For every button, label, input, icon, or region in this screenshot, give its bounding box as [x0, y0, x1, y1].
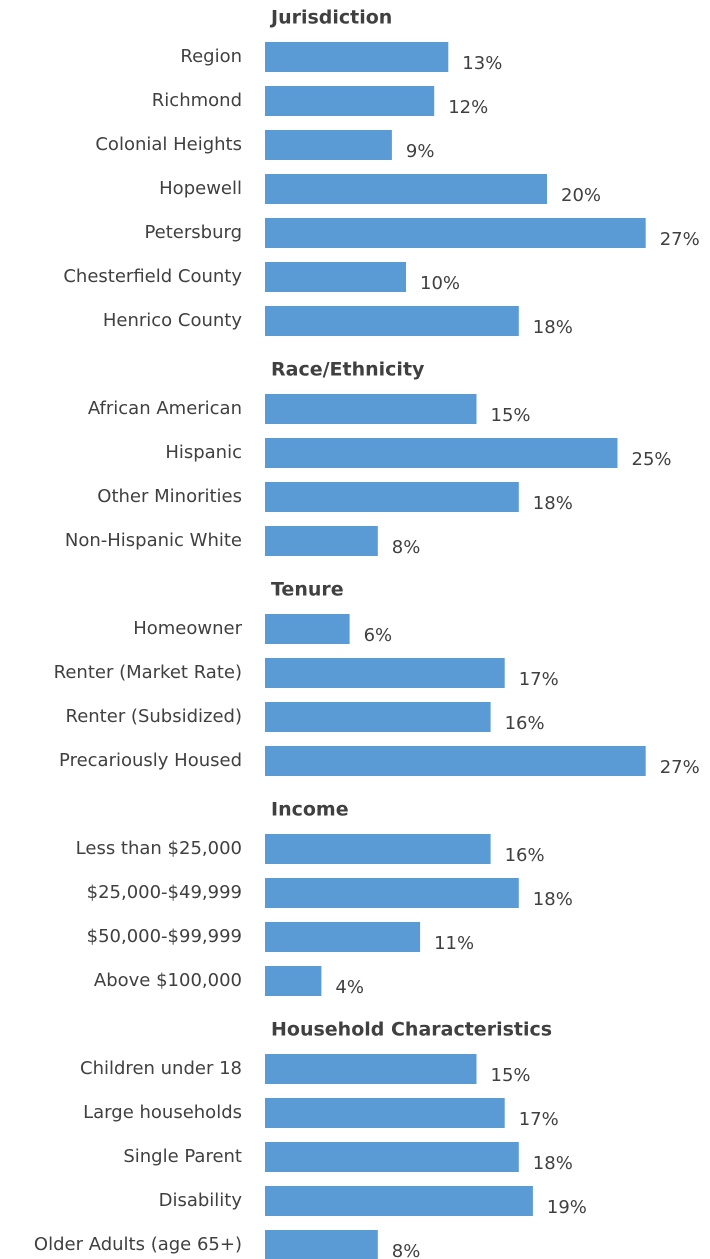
bar [265, 1054, 477, 1084]
category-label: Homeowner [133, 618, 242, 639]
category-label: Chesterfield County [63, 266, 242, 287]
bar [265, 746, 646, 776]
category-label: Above $100,000 [94, 970, 242, 991]
group-title: Tenure [271, 579, 344, 601]
value-label: 25% [632, 449, 672, 470]
category-label: Petersburg [144, 222, 242, 243]
category-label: Children under 18 [80, 1058, 242, 1079]
bar [265, 438, 618, 468]
bar [265, 702, 491, 732]
bar [265, 966, 322, 996]
category-label: Hispanic [165, 442, 242, 463]
bar [265, 482, 519, 512]
category-label: Henrico County [103, 310, 243, 331]
category-label: Colonial Heights [95, 134, 242, 155]
category-label: Disability [159, 1190, 243, 1211]
value-label: 13% [462, 53, 502, 74]
bar [265, 174, 547, 204]
bar [265, 394, 477, 424]
bar [265, 130, 392, 160]
bar [265, 86, 435, 116]
value-label: 6% [364, 625, 393, 646]
bar [265, 526, 378, 556]
value-label: 15% [491, 405, 531, 426]
value-label: 27% [660, 229, 700, 250]
category-label: Non-Hispanic White [65, 530, 242, 551]
bar [265, 262, 406, 292]
value-label: 9% [406, 141, 435, 162]
value-label: 27% [660, 757, 700, 778]
value-label: 18% [533, 1153, 573, 1174]
category-label: $50,000-$99,999 [87, 926, 242, 947]
category-label: Renter (Market Rate) [54, 662, 242, 683]
value-label: 20% [561, 185, 601, 206]
value-label: 18% [533, 317, 573, 338]
value-label: 18% [533, 493, 573, 514]
bar [265, 878, 519, 908]
category-label: Renter (Subsidized) [66, 706, 243, 727]
bar [265, 922, 421, 952]
bar [265, 1142, 519, 1172]
category-label: Large households [83, 1102, 242, 1123]
category-label: Less than $25,000 [76, 838, 242, 859]
value-label: 4% [335, 977, 364, 998]
value-label: 8% [392, 1241, 421, 1259]
category-label: Richmond [152, 90, 242, 111]
group-title: Race/Ethnicity [271, 359, 425, 381]
category-label: Region [180, 46, 242, 67]
value-label: 10% [420, 273, 460, 294]
bar [265, 834, 491, 864]
category-label: Older Adults (age 65+) [34, 1234, 242, 1255]
group-title: Jurisdiction [269, 7, 392, 29]
value-label: 19% [547, 1197, 587, 1218]
bar [265, 42, 449, 72]
value-label: 11% [434, 933, 474, 954]
group-title: Income [271, 799, 349, 821]
value-label: 17% [519, 669, 559, 690]
bar [265, 218, 646, 248]
value-label: 12% [448, 97, 488, 118]
value-label: 16% [505, 845, 545, 866]
bar [265, 614, 350, 644]
category-label: Other Minorities [97, 486, 242, 507]
bar [265, 1098, 505, 1128]
bar [265, 1186, 533, 1216]
group-title: Household Characteristics [271, 1019, 552, 1041]
bar [265, 306, 519, 336]
category-label: Hopewell [159, 178, 242, 199]
value-label: 8% [392, 537, 421, 558]
category-label: $25,000-$49,999 [87, 882, 242, 903]
category-label: Single Parent [123, 1146, 242, 1167]
category-label: African American [88, 398, 242, 419]
bar [265, 1230, 378, 1259]
value-label: 18% [533, 889, 573, 910]
value-label: 16% [505, 713, 545, 734]
bar [265, 658, 505, 688]
value-label: 17% [519, 1109, 559, 1130]
category-label: Precariously Housed [59, 750, 242, 771]
value-label: 15% [491, 1065, 531, 1086]
